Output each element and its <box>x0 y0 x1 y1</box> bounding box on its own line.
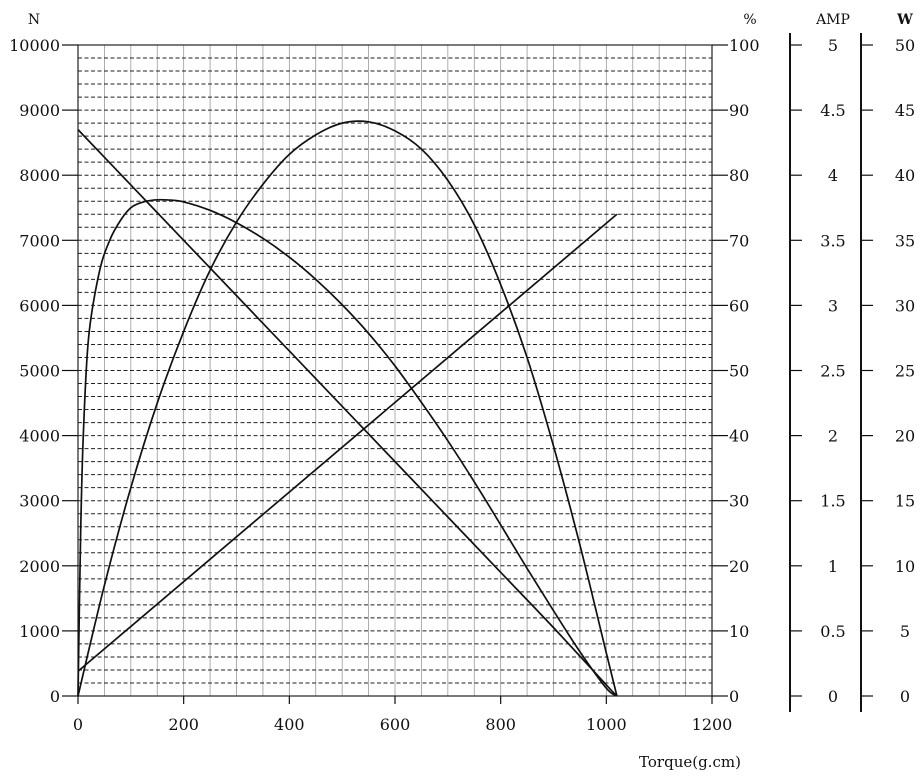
current-tick-label: 1.5 <box>820 492 845 511</box>
efficiency-tick-label: 0 <box>729 687 739 706</box>
speed-tick-label: 9000 <box>19 101 60 120</box>
speed-tick-label: 6000 <box>19 296 60 315</box>
efficiency-tick-label: 40 <box>729 427 749 446</box>
efficiency-tick-label: 60 <box>729 296 749 315</box>
efficiency-axis-unit: % <box>743 12 756 28</box>
tick-labels: 0100020003000400050006000700080009000100… <box>9 36 915 734</box>
current-tick-label: 0 <box>828 687 838 706</box>
power-tick-label: 0 <box>900 687 910 706</box>
power-tick-label: 30 <box>895 296 915 315</box>
speed-tick-label: 7000 <box>19 231 60 250</box>
x-tick-label: 800 <box>485 715 516 734</box>
series-lines <box>77 120 618 697</box>
current-tick-label: 1 <box>828 557 838 576</box>
power-tick-label: 20 <box>895 427 915 446</box>
efficiency-tick-label: 20 <box>729 557 749 576</box>
efficiency-tick-label: 90 <box>729 101 749 120</box>
power-tick-label: 35 <box>895 231 915 250</box>
x-tick-label: 1200 <box>692 715 733 734</box>
efficiency-tick-label: 80 <box>729 166 749 185</box>
current-axis-unit: AMP <box>815 12 850 28</box>
power-tick-label: 5 <box>900 622 910 641</box>
x-tick-label: 200 <box>168 715 199 734</box>
speed-tick-label: 3000 <box>19 492 60 511</box>
power-axis-unit: W <box>896 12 913 28</box>
x-tick-label: 1000 <box>586 715 627 734</box>
speed-tick-label: 8000 <box>19 166 60 185</box>
current-tick-label: 0.5 <box>820 622 845 641</box>
efficiency-tick-label: 30 <box>729 492 749 511</box>
speed-tick-label: 0 <box>50 687 60 706</box>
efficiency-tick-label: 10 <box>729 622 749 641</box>
speed-tick-label: 5000 <box>19 362 60 381</box>
power-tick-label: 50 <box>895 36 915 55</box>
power-tick-label: 10 <box>895 557 915 576</box>
power-tick-label: 15 <box>895 492 915 511</box>
current-tick-label: 4.5 <box>820 101 845 120</box>
x-tick-label: 600 <box>380 715 411 734</box>
power-tick-label: 40 <box>895 166 915 185</box>
series-line-power <box>77 120 618 697</box>
x-tick-label: 0 <box>73 715 83 734</box>
current-tick-label: 3.5 <box>820 231 845 250</box>
series-line-current <box>77 213 618 672</box>
efficiency-tick-label: 70 <box>729 231 749 250</box>
power-tick-label: 25 <box>895 362 915 381</box>
current-tick-label: 5 <box>828 36 838 55</box>
x-axis-label: Torque(g.cm) <box>639 753 741 771</box>
current-tick-label: 2 <box>828 427 838 446</box>
efficiency-tick-label: 100 <box>729 36 760 55</box>
series-line-speed <box>77 129 618 697</box>
current-tick-label: 2.5 <box>820 362 845 381</box>
current-tick-label: 4 <box>828 166 838 185</box>
power-tick-label: 45 <box>895 101 915 120</box>
speed-tick-label: 1000 <box>19 622 60 641</box>
grid <box>78 45 712 696</box>
current-tick-label: 3 <box>828 296 838 315</box>
tick-marks <box>62 44 873 704</box>
speed-tick-label: 2000 <box>19 557 60 576</box>
speed-tick-label: 10000 <box>9 36 60 55</box>
x-tick-label: 400 <box>274 715 305 734</box>
speed-tick-label: 4000 <box>19 427 60 446</box>
speed-axis-unit: N <box>28 12 40 28</box>
series-line-efficiency <box>77 198 618 697</box>
efficiency-tick-label: 50 <box>729 362 749 381</box>
